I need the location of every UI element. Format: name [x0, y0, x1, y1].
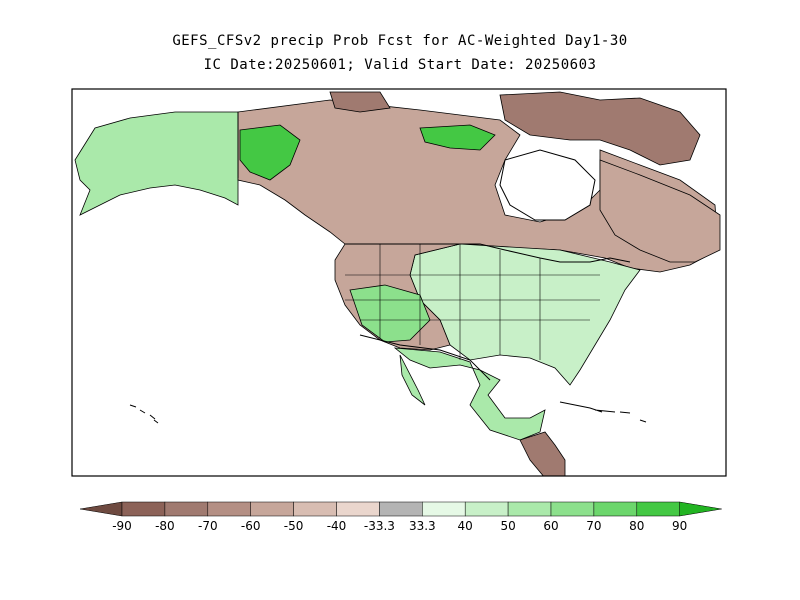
- yukon-wet-area: [239, 124, 301, 181]
- caribbean-islands: [559, 401, 647, 423]
- alaska-region: [74, 111, 239, 216]
- legend-tick-label: 60: [543, 519, 558, 533]
- legend-swatch: [636, 501, 680, 517]
- labrador-region: [599, 159, 721, 263]
- legend-tick-label: 33.3: [409, 519, 436, 533]
- map-frame: [71, 88, 727, 477]
- legend-swatch: [336, 501, 380, 517]
- legend-tick-label: 90: [672, 519, 687, 533]
- legend-swatch: [379, 501, 423, 517]
- hudson-bay: [499, 149, 596, 221]
- legend-swatch: [550, 501, 595, 517]
- legend-swatch: [593, 501, 638, 517]
- legend-swatch: [507, 501, 552, 517]
- legend-tick-label: 80: [629, 519, 644, 533]
- hawaii-islands: [129, 404, 159, 424]
- legend-tick-label: 40: [458, 519, 473, 533]
- legend-swatch: [164, 501, 209, 517]
- legend-tick-label: -80: [155, 519, 175, 533]
- legend-tick-label: -50: [284, 519, 304, 533]
- legend-swatch: [464, 501, 509, 517]
- legend-tick-label: -33.3: [364, 519, 395, 533]
- legend-wet-extreme-arrow: [679, 501, 722, 517]
- legend-swatch: [293, 501, 337, 517]
- chart-subtitle: IC Date:20250601; Valid Start Date: 2025…: [203, 57, 597, 73]
- legend-tick-label: -60: [241, 519, 261, 533]
- arctic-coast-wet-area: [419, 124, 496, 151]
- legend-swatch: [121, 501, 166, 517]
- legend-swatch: [250, 501, 294, 517]
- legend-swatch: [422, 501, 466, 517]
- legend-tick-label: -90: [112, 519, 132, 533]
- central-america-region: [519, 431, 566, 476]
- legend-swatch: [207, 501, 251, 517]
- chart-title: GEFS_CFSv2 precip Prob Fcst for AC-Weigh…: [172, 33, 628, 49]
- mexico-region: [393, 347, 546, 441]
- legend-tick-label: 50: [500, 519, 515, 533]
- state-lines: [345, 244, 600, 360]
- arctic-islands: [329, 91, 701, 166]
- legend-tick-label: -70: [198, 519, 218, 533]
- us-mexico-border: [359, 334, 491, 381]
- legend-tick-label: -40: [327, 519, 347, 533]
- legend-tick-label: 70: [586, 519, 601, 533]
- us-canada-border: [345, 243, 631, 263]
- legend-dry-extreme-arrow: [79, 501, 123, 517]
